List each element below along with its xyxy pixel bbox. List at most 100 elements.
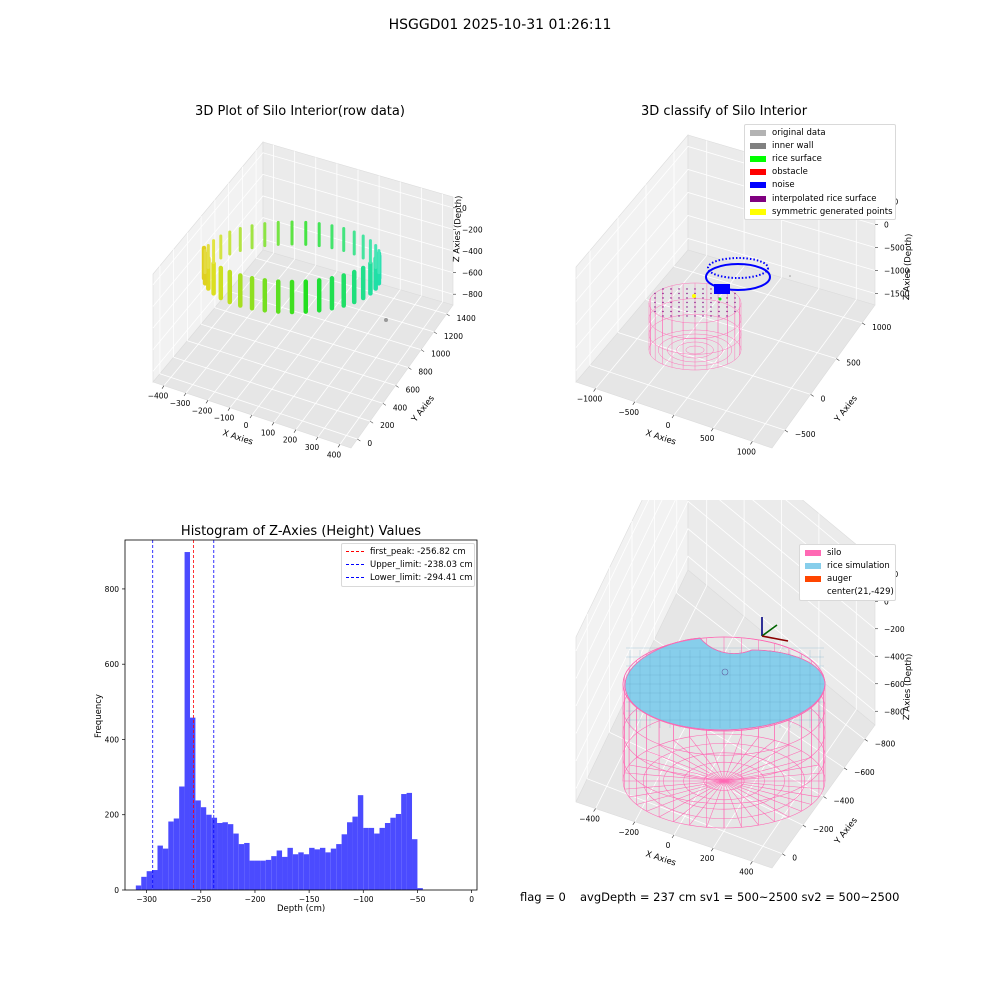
cls-interp-point: [702, 301, 704, 304]
raw-xtick-label: 0: [244, 421, 249, 430]
sim-ztick-label: −200: [884, 625, 905, 634]
raw-scan-points: [201, 220, 382, 315]
hist-bar: [233, 833, 239, 890]
cls-silo-floor-ring: [676, 341, 714, 359]
cls-interp-point: [710, 315, 712, 317]
sim-floor-spoke: [723, 780, 742, 828]
sim-xtick-mark: [593, 808, 596, 812]
cls-interp-point: [686, 301, 688, 304]
cls-ytick-label: 1000: [872, 323, 891, 332]
sim-floor-spoke: [636, 757, 725, 782]
sim-xtick-mark: [671, 834, 675, 839]
raw-grid-line: [152, 173, 454, 307]
raw-ytick-mark: [357, 438, 361, 442]
hist-bar: [227, 824, 234, 890]
hist-bar: [325, 852, 331, 890]
hist-bars: [135, 552, 423, 890]
simulation-3d-plot: −400−20002004000−200−400−600−8002000−200…: [575, 500, 905, 876]
cls-interp-point: [686, 310, 688, 313]
simulation-legend-label: center(21,-429): [827, 587, 894, 598]
hist-bar: [303, 854, 310, 890]
cls-noise-cluster: [714, 284, 730, 294]
hist-bar: [211, 817, 218, 890]
sim-ytick-mark: [802, 824, 807, 828]
hist-ytick-label: 0: [114, 886, 119, 895]
cls-interp-point: [662, 315, 664, 317]
cls-ztick-label: 0: [884, 221, 889, 230]
raw-xtick-mark: [293, 429, 297, 433]
sim-floor-spoke: [723, 757, 812, 782]
cls-interp-point: [726, 306, 728, 308]
classify-legend-swatch: [750, 208, 766, 215]
cls-interp-point: [694, 292, 696, 295]
sim-floor-spoke: [723, 736, 759, 782]
cls-interp-point: [702, 297, 704, 299]
raw-xtick-label: 100: [261, 428, 276, 437]
cls-silo-floor-ring: [667, 337, 723, 363]
cls-ytick-mark: [784, 429, 789, 433]
cls-interp-point: [670, 292, 672, 295]
raw-ytick-mark: [382, 403, 387, 406]
cls-interp-point: [678, 315, 680, 317]
cls-silo-floor-ring: [657, 333, 733, 367]
raw-grid-line: [152, 238, 454, 372]
cls-xtick-mark: [632, 401, 636, 405]
simulation-legend: silo rice simulation auger center(21,-429): [799, 544, 896, 601]
histogram-legend-swatch: [346, 564, 364, 566]
classify-legend-item: original data: [745, 126, 895, 139]
cls-interp-point: [734, 310, 736, 313]
hist-bar: [384, 823, 391, 890]
raw-outlier-point: [384, 318, 388, 322]
hist-bar: [417, 888, 423, 890]
cls-interp-point: [670, 288, 672, 290]
hist-bar: [265, 859, 272, 890]
raw-xtick-mark: [205, 400, 209, 404]
raw-xtick-label: 400: [327, 450, 342, 459]
sim-floor-spoke: [723, 780, 812, 805]
sim-ytick-mark: [843, 767, 848, 771]
hist-bar: [244, 842, 250, 890]
hist-bar: [195, 800, 201, 890]
cls-ytick-mark: [810, 394, 814, 397]
classify-legend-item: symmetric generated points: [745, 205, 895, 218]
hist-bar: [276, 850, 283, 890]
sim-ytick-label: −200: [813, 825, 834, 834]
hist-bar: [395, 813, 402, 890]
cls-interp-point: [670, 310, 672, 313]
classify-legend-item: obstacle: [745, 166, 895, 179]
hist-bar: [282, 856, 288, 890]
sim-ytick-mark: [782, 853, 786, 856]
flag-text: flag = 0: [520, 890, 566, 904]
classify-legend-label: rice surface: [772, 153, 822, 164]
sim-floor-ring: [642, 743, 806, 819]
raw-grid-line: [242, 274, 434, 333]
classify-legend-label: noise: [772, 180, 795, 191]
cls-interp-point: [678, 310, 680, 313]
sim-floor-spoke: [723, 734, 742, 782]
classify-legend-label: obstacle: [772, 167, 808, 178]
raw-ytick-mark: [433, 331, 438, 335]
raw-grid-line: [228, 290, 422, 351]
histogram-ylabel: Frequency: [94, 694, 104, 738]
sim-floor-spoke: [673, 780, 725, 822]
cls-ytick-mark: [836, 358, 840, 361]
raw-grid-line: [201, 323, 396, 386]
cls-rice-point: [718, 297, 722, 301]
cls-noise-ring: [705, 263, 771, 291]
raw-grid-line: [152, 152, 454, 286]
cls-ytick-label: −500: [795, 430, 816, 439]
cls-interp-point: [710, 297, 712, 299]
sim-floor-spoke: [624, 772, 725, 782]
hist-bar: [298, 852, 304, 890]
raw-ytick-mark: [446, 313, 450, 317]
hist-bar: [314, 849, 320, 890]
cls-grid-line: [575, 192, 876, 325]
cls-ytick-mark: [861, 322, 866, 326]
hist-xtick-label: −50: [410, 895, 426, 904]
raw-ytick-label: 1000: [431, 350, 450, 359]
hist-bar: [168, 821, 174, 890]
raw-grid-line: [173, 356, 371, 422]
raw-ytick-label: 200: [380, 421, 395, 430]
sim-floor-ring: [703, 771, 745, 791]
raw-ytick-mark: [408, 367, 412, 370]
